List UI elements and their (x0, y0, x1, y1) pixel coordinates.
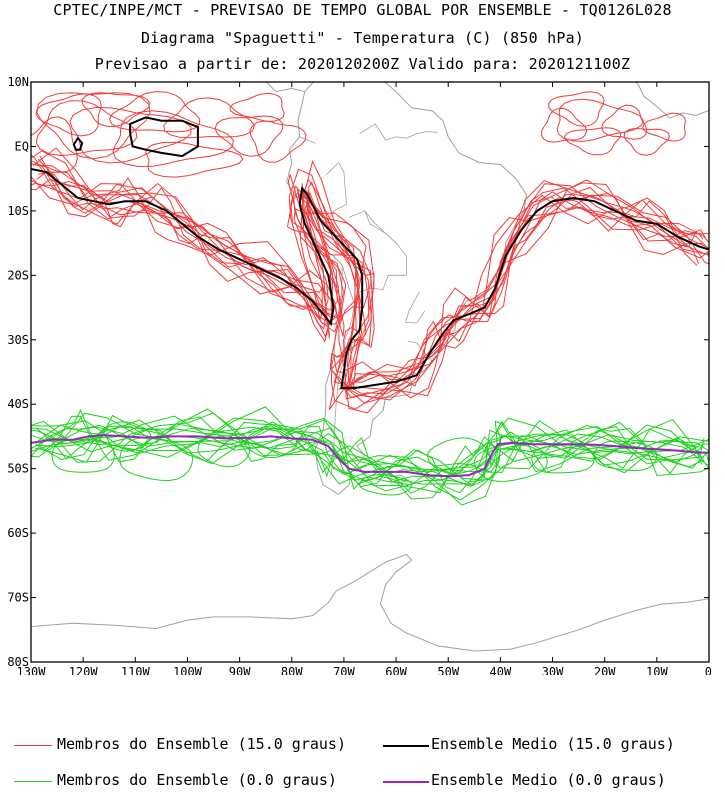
country-border-7 (299, 136, 316, 144)
coastline-layer (31, 82, 709, 652)
legend-line-members-0 (14, 781, 52, 782)
member-15-loop-20 (623, 127, 670, 156)
lon-label: 120W (69, 665, 99, 675)
members-0-layer (31, 406, 709, 506)
member-15-contour-7 (31, 154, 700, 411)
member-15-contour-8 (31, 175, 703, 399)
member-15-loop-13 (563, 127, 622, 156)
member-0-loop-3 (197, 431, 251, 468)
member-0-loop-5 (426, 437, 491, 475)
member-15-loop-15 (145, 141, 244, 178)
member-15-loop-9 (556, 98, 644, 142)
country-border-2 (356, 274, 407, 294)
member-0-loop-4 (244, 427, 298, 459)
member-0-contour-13 (31, 416, 705, 494)
lat-label: 70S (7, 591, 29, 605)
legend-label-members-0: Membros do Ensemble (0.0 graus) (57, 771, 337, 789)
country-border-1 (330, 265, 355, 476)
country-border-5 (325, 161, 347, 221)
country-border-6 (359, 123, 438, 141)
lon-label: 20W (594, 665, 616, 675)
member-15-contour-5 (36, 168, 709, 387)
central-america-coast (265, 82, 305, 93)
lat-label: 20S (7, 268, 29, 282)
country-border-9 (364, 210, 397, 244)
member-0-contour-12 (31, 421, 703, 487)
lon-label: 70W (333, 665, 355, 675)
header-line-1: CPTEC/INPE/MCT - PREVISAO DE TEMPO GLOBA… (53, 1, 672, 19)
lat-label: 10S (7, 204, 29, 218)
lon-label: 90W (229, 665, 251, 675)
lon-label: 30W (542, 665, 564, 675)
lat-label: EQ (15, 139, 29, 153)
lon-label: 10W (646, 665, 668, 675)
mean-0-contour (31, 434, 709, 478)
member-0-contour-10 (31, 408, 709, 500)
member-0-contour-8 (35, 415, 705, 492)
member-15-loop-2 (69, 106, 192, 164)
lat-label: 50S (7, 462, 29, 476)
map-frame (30, 81, 710, 663)
member-15-loop-17 (108, 91, 201, 133)
africa-coast (635, 82, 709, 119)
legend-line-mean-15 (383, 745, 429, 747)
member-0-loop-7 (531, 444, 595, 474)
member-0-contour-16 (31, 428, 704, 483)
lon-label: 80W (281, 665, 303, 675)
legend-label-members-15: Membros do Ensemble (15.0 graus) (57, 735, 346, 753)
member-15-loop-16 (35, 100, 138, 157)
member-0-loop-1 (51, 438, 115, 473)
member-15-loop-12 (642, 112, 686, 142)
country-border-3 (404, 291, 426, 324)
header-line-2: Diagrama "Spaguetti" - Temperatura (C) (… (140, 29, 585, 47)
member-15-loop-18 (229, 92, 285, 122)
falkland-islands-coast (387, 474, 409, 485)
mean-15-closed-contour (129, 116, 199, 158)
lon-label: 50W (437, 665, 459, 675)
legend-label-mean-0: Ensemble Medio (0.0 graus) (431, 771, 666, 789)
member-15-loop-19 (548, 91, 605, 127)
header-line-3: Previsao a partir de: 2020120200Z Valido… (94, 55, 631, 73)
lon-label: 40W (490, 665, 512, 675)
member-0-contour-5 (31, 412, 693, 494)
members-15-layer (31, 91, 709, 414)
member-15-loop-7 (214, 115, 284, 157)
member-15-loop-8 (249, 120, 307, 163)
lat-label: 10N (7, 75, 29, 89)
member-0-loop-2 (119, 436, 194, 482)
south-america-coast (286, 82, 528, 496)
lon-label: 130W (17, 665, 47, 675)
member-15-contour-3 (31, 179, 704, 404)
member-15-loop-3 (112, 110, 234, 168)
legend-line-members-15 (14, 745, 52, 746)
lat-label: 80S (7, 655, 29, 669)
lat-label: 30S (7, 333, 29, 347)
member-15-contour-14 (31, 179, 707, 401)
lat-label: 60S (7, 526, 29, 540)
lon-label: 110W (121, 665, 151, 675)
mean-15-contour (31, 168, 709, 390)
mean-15-small-contour (72, 136, 84, 151)
lat-label: 40S (7, 397, 29, 411)
legend-line-mean-0 (383, 781, 429, 783)
lon-label: 60W (385, 665, 407, 675)
member-15-loop-6 (35, 93, 102, 137)
member-15-contour-13 (37, 158, 709, 392)
member-0-loop-8 (593, 440, 658, 472)
member-15-loop-10 (540, 107, 588, 143)
member-15-loop-11 (601, 104, 648, 140)
member-15-loop-5 (31, 116, 78, 173)
member-0-loop-9 (359, 474, 413, 496)
mean-layer (31, 116, 709, 478)
lon-label: 100W (173, 665, 203, 675)
lon-label: 0 (705, 665, 712, 675)
legend-label-mean-15: Ensemble Medio (15.0 graus) (431, 735, 675, 753)
antarctica-coast (31, 553, 709, 652)
member-15-loop-14 (81, 92, 151, 128)
